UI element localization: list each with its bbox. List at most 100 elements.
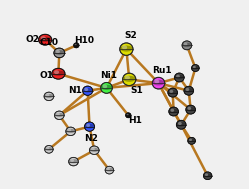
Ellipse shape — [205, 173, 208, 176]
Ellipse shape — [120, 46, 133, 52]
Ellipse shape — [154, 80, 159, 84]
Text: C10: C10 — [39, 38, 59, 47]
Ellipse shape — [52, 70, 65, 76]
Ellipse shape — [103, 84, 107, 88]
Ellipse shape — [191, 65, 199, 71]
Ellipse shape — [56, 50, 60, 53]
Ellipse shape — [123, 73, 136, 85]
Ellipse shape — [169, 109, 178, 113]
Ellipse shape — [126, 113, 131, 118]
Ellipse shape — [175, 75, 184, 79]
Ellipse shape — [83, 86, 93, 95]
Text: S2: S2 — [125, 31, 137, 40]
Ellipse shape — [44, 92, 54, 101]
Ellipse shape — [188, 137, 195, 144]
Ellipse shape — [170, 109, 174, 112]
Ellipse shape — [65, 127, 76, 136]
Ellipse shape — [85, 122, 94, 131]
Ellipse shape — [54, 111, 64, 120]
Ellipse shape — [189, 139, 192, 141]
Ellipse shape — [44, 145, 54, 153]
Ellipse shape — [54, 48, 64, 58]
Ellipse shape — [39, 36, 52, 42]
Ellipse shape — [203, 174, 212, 177]
Ellipse shape — [152, 77, 165, 90]
Ellipse shape — [51, 68, 65, 80]
Ellipse shape — [41, 36, 46, 40]
Ellipse shape — [85, 124, 94, 129]
Ellipse shape — [170, 90, 173, 93]
Text: N1: N1 — [68, 86, 82, 95]
Ellipse shape — [186, 105, 195, 114]
Text: Ru1: Ru1 — [152, 66, 172, 75]
Text: Ni1: Ni1 — [100, 71, 117, 80]
Ellipse shape — [105, 168, 114, 172]
Ellipse shape — [46, 94, 50, 97]
Ellipse shape — [186, 107, 195, 111]
Ellipse shape — [69, 159, 78, 163]
Ellipse shape — [123, 76, 136, 82]
Ellipse shape — [184, 86, 194, 96]
Ellipse shape — [188, 139, 195, 142]
Ellipse shape — [152, 77, 165, 89]
Ellipse shape — [177, 122, 186, 126]
Ellipse shape — [70, 159, 74, 162]
Ellipse shape — [74, 43, 79, 48]
Ellipse shape — [176, 75, 180, 78]
Ellipse shape — [193, 66, 196, 68]
Ellipse shape — [55, 113, 64, 117]
Ellipse shape — [169, 107, 178, 116]
Ellipse shape — [68, 157, 79, 166]
Ellipse shape — [107, 168, 110, 170]
Ellipse shape — [84, 88, 88, 91]
Ellipse shape — [184, 86, 193, 95]
Ellipse shape — [46, 147, 49, 149]
Ellipse shape — [67, 129, 71, 132]
Ellipse shape — [45, 146, 53, 153]
Ellipse shape — [89, 146, 100, 155]
Ellipse shape — [44, 92, 54, 101]
Ellipse shape — [74, 44, 79, 46]
Ellipse shape — [126, 114, 128, 115]
Ellipse shape — [74, 44, 77, 46]
Ellipse shape — [45, 147, 53, 151]
Ellipse shape — [187, 137, 196, 145]
Ellipse shape — [126, 114, 131, 116]
Ellipse shape — [86, 124, 90, 127]
Ellipse shape — [101, 85, 112, 90]
Ellipse shape — [185, 105, 196, 115]
Ellipse shape — [38, 34, 52, 46]
Ellipse shape — [186, 88, 189, 91]
Ellipse shape — [55, 111, 64, 119]
Ellipse shape — [52, 68, 65, 79]
Ellipse shape — [54, 50, 64, 55]
Ellipse shape — [152, 80, 165, 85]
Ellipse shape — [184, 43, 187, 46]
Ellipse shape — [168, 90, 178, 94]
Text: S1: S1 — [131, 86, 143, 95]
Ellipse shape — [175, 73, 184, 82]
Ellipse shape — [167, 88, 178, 98]
Ellipse shape — [120, 43, 133, 55]
Text: N2: N2 — [84, 134, 98, 143]
Ellipse shape — [44, 94, 54, 98]
Ellipse shape — [119, 42, 133, 56]
Ellipse shape — [182, 41, 191, 50]
Ellipse shape — [73, 43, 79, 48]
Ellipse shape — [203, 172, 212, 180]
Ellipse shape — [66, 129, 75, 133]
Ellipse shape — [105, 166, 114, 174]
Ellipse shape — [54, 70, 59, 74]
Ellipse shape — [90, 148, 99, 152]
Ellipse shape — [105, 166, 114, 174]
Ellipse shape — [122, 45, 127, 50]
Ellipse shape — [174, 73, 185, 82]
Ellipse shape — [69, 157, 78, 166]
Ellipse shape — [101, 83, 112, 93]
Ellipse shape — [182, 43, 191, 47]
Ellipse shape — [203, 172, 212, 180]
Ellipse shape — [191, 64, 200, 72]
Ellipse shape — [53, 48, 65, 58]
Text: O1: O1 — [39, 71, 53, 80]
Text: O2: O2 — [26, 35, 40, 44]
